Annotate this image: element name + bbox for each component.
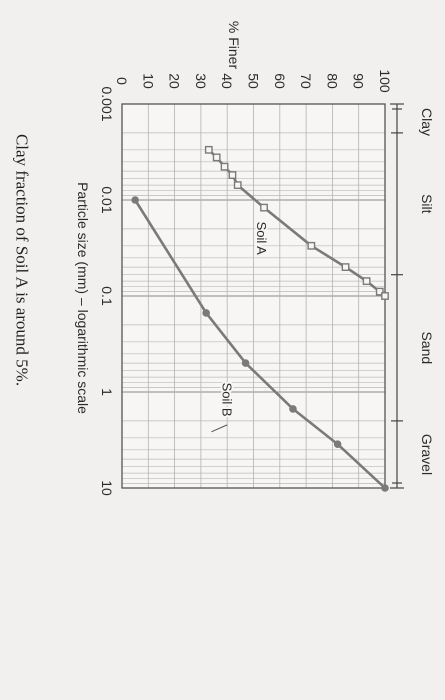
soil-b-leader bbox=[211, 424, 228, 433]
x-tick-label: 0.01 bbox=[99, 186, 115, 213]
plot-area bbox=[121, 103, 404, 492]
x-axis-label: Particle size (mm) – logarithmic scale bbox=[75, 182, 91, 414]
labels-layer: 0 10 20 30 40 50 60 70 80 90 100 % Finer 0.001 0.01 0.… bbox=[13, 21, 436, 496]
y-tick-label: 70 bbox=[298, 73, 314, 89]
y-tick-label: 30 bbox=[193, 73, 209, 89]
x-tick-label: 1 bbox=[99, 388, 115, 396]
soil-a-point bbox=[307, 241, 316, 250]
soil-class-label: Clay bbox=[419, 108, 435, 136]
y-tick-label: 20 bbox=[167, 73, 183, 89]
soil-a-point bbox=[228, 171, 237, 179]
y-tick-label: 80 bbox=[324, 73, 340, 89]
soil-b-point bbox=[131, 196, 139, 204]
soil-b-point bbox=[241, 359, 250, 367]
note-text: Clay fraction of Soil A is around 5%. bbox=[13, 134, 32, 386]
x-tick-label: 10 bbox=[99, 480, 115, 496]
soil-a-point bbox=[260, 203, 268, 212]
y-tick-label: 10 bbox=[140, 73, 156, 89]
y-tick-label: 50 bbox=[246, 73, 262, 89]
soil-class-label: Sand bbox=[419, 331, 435, 364]
soil-a-point bbox=[341, 263, 350, 272]
y-tick-label: 60 bbox=[272, 73, 288, 89]
y-tick-label: 90 bbox=[351, 73, 367, 89]
y-tick-label: 40 bbox=[219, 73, 235, 89]
soil-b-point bbox=[289, 405, 297, 413]
soil-b-point bbox=[202, 309, 210, 317]
soil-a-point bbox=[381, 292, 389, 300]
x-tick-label: 0.001 bbox=[99, 86, 115, 121]
y-tick-label: 100 bbox=[377, 69, 393, 93]
soil-class-label: Silt bbox=[419, 194, 435, 214]
soil-b-line bbox=[133, 198, 387, 490]
soil-a-point bbox=[220, 162, 229, 171]
soil-a-point bbox=[362, 277, 371, 286]
series-layer bbox=[131, 145, 389, 492]
series-label: Soil B bbox=[220, 383, 235, 417]
y-axis-label: % Finer bbox=[226, 21, 242, 70]
soil-class-label: Gravel bbox=[419, 434, 435, 475]
soil-b-point bbox=[381, 484, 389, 492]
series-label: Soil A bbox=[254, 222, 269, 256]
y-tick-label: 0 bbox=[114, 77, 130, 85]
soil-b-point bbox=[333, 440, 342, 449]
soil-a-point bbox=[212, 153, 221, 162]
soil-a-point bbox=[204, 145, 213, 154]
soil-a-point bbox=[233, 181, 242, 190]
x-tick-label: 0.1 bbox=[99, 286, 115, 306]
